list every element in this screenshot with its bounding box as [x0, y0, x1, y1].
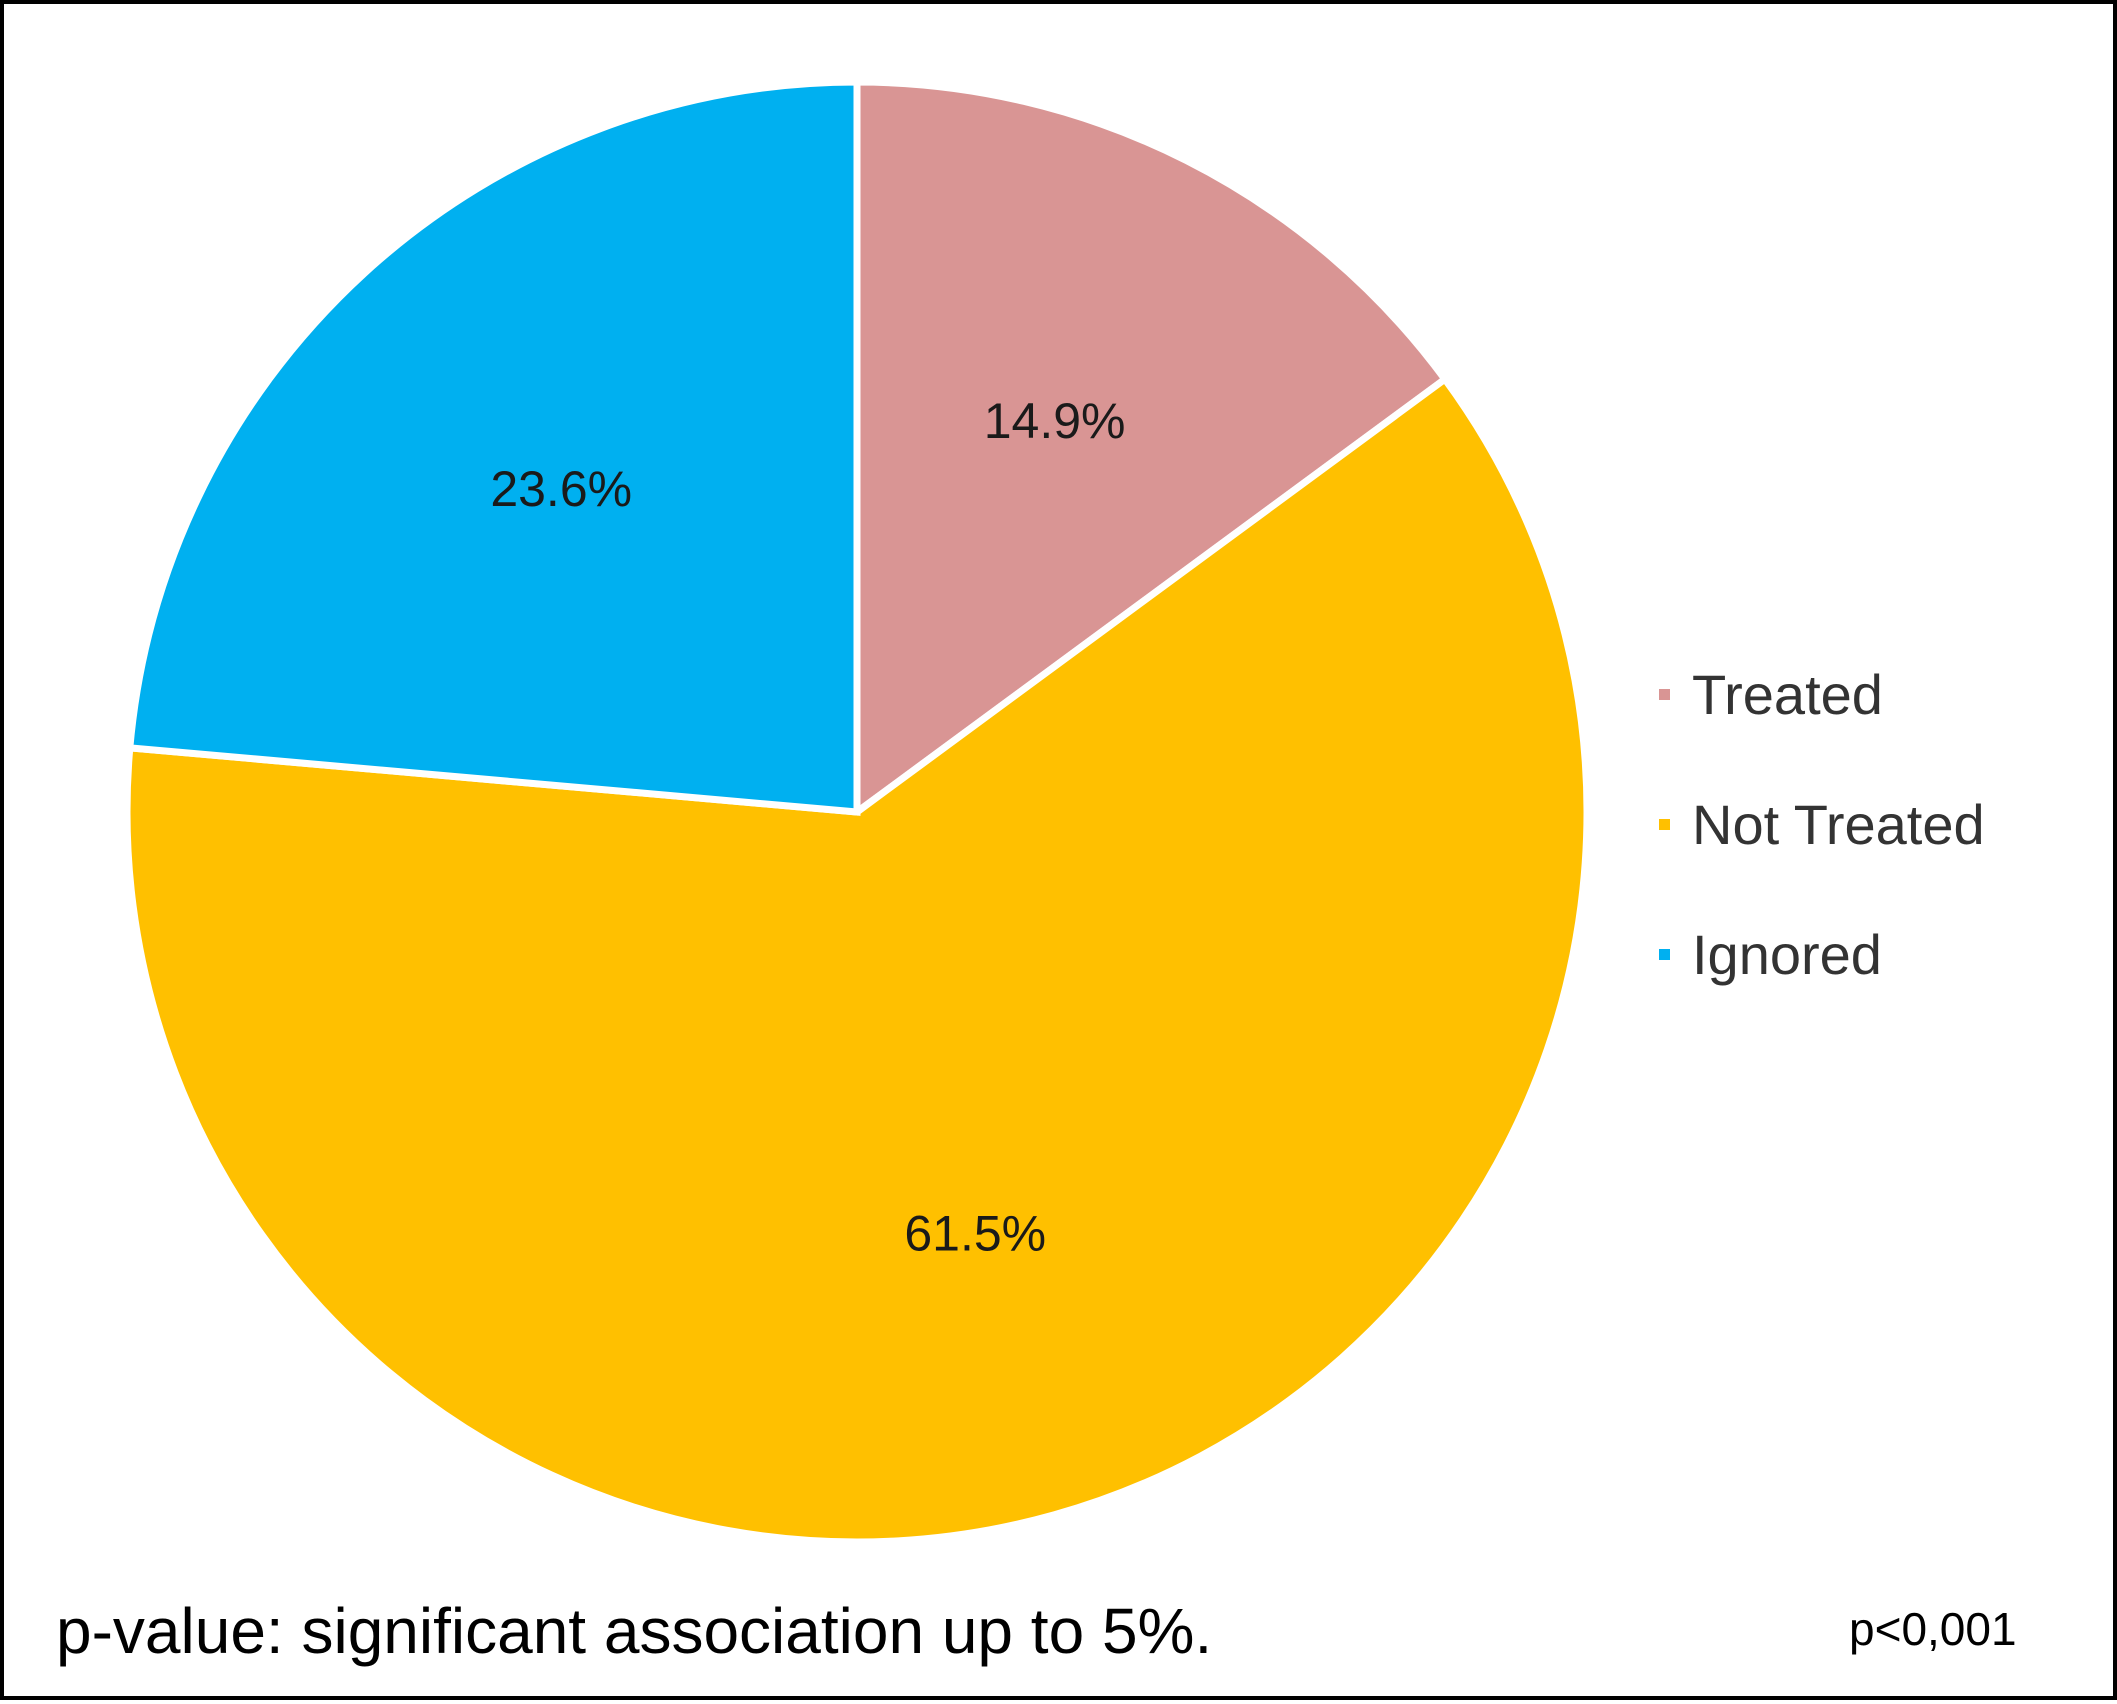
pie-slice-treated: [853, 78, 1450, 819]
footnote-text: p-value: significant association up to 5…: [56, 1595, 1213, 1667]
legend-item-not-treated: Not Treated: [1659, 759, 1985, 889]
chart-legend: Treated Not Treated Ignored: [1659, 629, 1985, 1019]
p-value-text: p<0,001: [1849, 1603, 2017, 1655]
legend-label: Ignored: [1692, 922, 1882, 986]
legend-item-ignored: Ignored: [1659, 889, 1985, 1019]
pie-chart: 14.9% 61.5% 23.6%: [123, 78, 1591, 1546]
pie-slice-not-treated: [123, 374, 1591, 1546]
data-label-ignored: 23.6%: [490, 461, 632, 517]
legend-swatch: [1659, 688, 1670, 700]
pie-slice-ignored: [126, 78, 861, 816]
data-label-not-treated: 61.5%: [904, 1206, 1046, 1262]
legend-swatch: [1659, 948, 1670, 960]
legend-swatch: [1659, 818, 1670, 830]
data-label-treated: 14.9%: [984, 393, 1126, 449]
legend-item-treated: Treated: [1659, 629, 1985, 759]
pie-slices: [123, 78, 1591, 1546]
pie-data-labels: 14.9% 61.5% 23.6%: [490, 393, 1125, 1262]
legend-label: Treated: [1692, 662, 1883, 726]
legend-label: Not Treated: [1692, 792, 1985, 856]
